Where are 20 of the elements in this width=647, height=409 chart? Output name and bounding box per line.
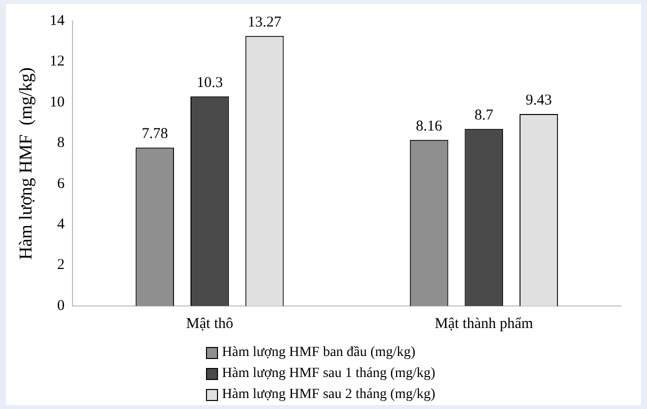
- y-tick-label: 12: [50, 54, 65, 70]
- y-tick-label: 14: [50, 12, 66, 29]
- y-tick-label: 6: [57, 176, 66, 192]
- y-tick-label: 10: [50, 94, 65, 110]
- data-label: 9.43: [526, 92, 552, 108]
- x-tick-label: Mật thành phẩm: [434, 316, 534, 332]
- legend-label: Hàm lượng HMF ban đầu (mg/kg): [222, 344, 416, 360]
- data-label: 13.27: [248, 14, 282, 30]
- y-tick-label: 8: [57, 135, 65, 152]
- y-tick-label: 0: [57, 298, 65, 314]
- data-label: 8.16: [416, 118, 443, 134]
- legend-label: Hàm lượng HMF sau 1 tháng (mg/kg): [222, 366, 436, 382]
- data-label: 7.78: [142, 126, 168, 142]
- y-tick-label: 4: [57, 216, 66, 233]
- x-tick-label: Mật thô: [186, 316, 234, 332]
- data-label: 8.7: [474, 107, 494, 124]
- y-axis-title: Hàm lượng HMF (mg/kg): [16, 67, 36, 260]
- data-label: 10.3: [196, 74, 223, 91]
- y-tick-label: 2: [57, 257, 65, 274]
- legend-label: Hàm lượng HMF sau 2 tháng (mg/kg): [222, 386, 436, 402]
